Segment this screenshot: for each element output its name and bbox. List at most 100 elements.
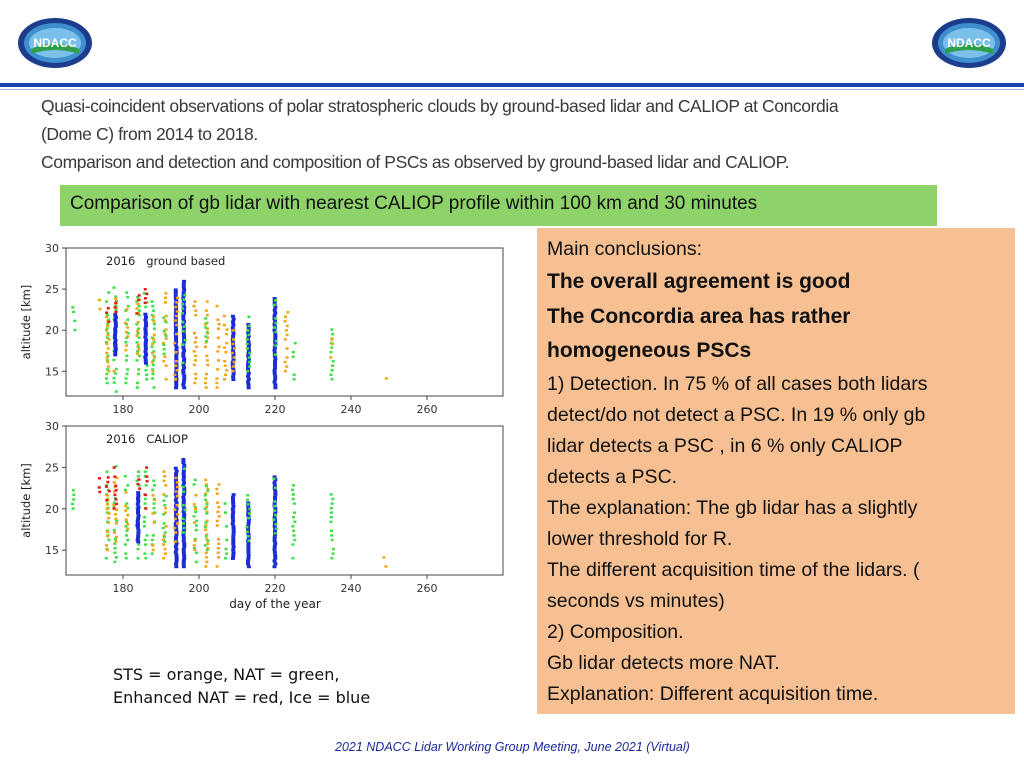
data-point-nat bbox=[247, 324, 251, 328]
data-point-ice bbox=[135, 502, 140, 506]
data-point-nat bbox=[152, 341, 156, 344]
data-point-nat bbox=[106, 368, 110, 371]
data-point-sts bbox=[217, 322, 221, 326]
data-point-ice bbox=[182, 544, 187, 548]
data-point-nat bbox=[274, 330, 278, 334]
data-point-ice bbox=[231, 533, 236, 537]
data-point-nat bbox=[204, 521, 208, 524]
data-point-sts bbox=[215, 565, 219, 568]
data-point-sts bbox=[164, 506, 168, 510]
data-point-ice bbox=[230, 516, 235, 520]
data-point-nat bbox=[135, 479, 139, 483]
header-rule-thin bbox=[0, 89, 1024, 90]
data-point-nat bbox=[330, 378, 334, 381]
data-point-ice bbox=[135, 525, 140, 529]
data-point-ice bbox=[173, 510, 178, 514]
data-point-sts bbox=[163, 547, 167, 551]
data-point-sts bbox=[205, 354, 209, 358]
data-point-nat bbox=[125, 534, 129, 537]
data-point-ice bbox=[136, 505, 141, 509]
data-point-nat bbox=[292, 484, 296, 487]
data-point-nat bbox=[143, 497, 147, 501]
data-point-ice bbox=[230, 326, 235, 330]
data-point-nat bbox=[143, 502, 147, 505]
data-point-enhanced-nat bbox=[135, 312, 139, 315]
data-point-sts bbox=[205, 560, 209, 564]
data-point-ice bbox=[272, 547, 277, 551]
data-point-nat bbox=[331, 359, 335, 363]
data-point-ice bbox=[246, 383, 251, 387]
data-point-ice bbox=[182, 374, 187, 378]
data-point-sts bbox=[173, 526, 177, 530]
data-point-sts bbox=[215, 487, 219, 491]
data-point-sts bbox=[115, 508, 119, 512]
data-point-nat bbox=[135, 300, 139, 303]
data-point-nat bbox=[194, 524, 198, 527]
y-tick-label: 15 bbox=[45, 544, 59, 557]
data-point-sts bbox=[205, 537, 209, 541]
data-point-sts bbox=[162, 556, 166, 560]
data-point-sts bbox=[164, 525, 168, 528]
data-point-ice bbox=[136, 514, 141, 518]
data-point-sts bbox=[192, 503, 196, 506]
data-point-ice bbox=[113, 341, 118, 345]
data-point-nat bbox=[126, 295, 130, 299]
data-point-nat bbox=[205, 512, 209, 515]
data-point-ice bbox=[272, 297, 277, 301]
data-point-nat bbox=[272, 518, 276, 521]
data-point-ice bbox=[246, 377, 251, 381]
data-point-ice bbox=[181, 539, 186, 543]
data-point-ice bbox=[272, 328, 277, 332]
data-point-sts bbox=[192, 350, 196, 353]
data-point-nat bbox=[113, 537, 117, 541]
data-point-sts bbox=[106, 535, 110, 538]
data-point-ice bbox=[246, 562, 251, 566]
data-point-nat bbox=[223, 502, 227, 505]
data-point-sts bbox=[194, 507, 198, 511]
data-point-sts bbox=[173, 373, 177, 377]
data-point-ice bbox=[181, 484, 186, 488]
y-tick-label: 15 bbox=[45, 365, 59, 378]
data-point-ice bbox=[136, 528, 141, 532]
data-point-sts bbox=[106, 521, 110, 524]
svg-text:NDACC: NDACC bbox=[33, 36, 77, 50]
data-point-sts bbox=[112, 369, 116, 373]
data-point-ice bbox=[136, 540, 141, 544]
data-point-nat bbox=[192, 515, 196, 518]
data-point-nat bbox=[152, 350, 156, 353]
data-point-sts bbox=[384, 565, 388, 568]
data-point-ice bbox=[273, 320, 278, 324]
data-point-ice bbox=[143, 347, 148, 351]
data-point-ice bbox=[246, 371, 251, 375]
data-point-ice bbox=[231, 539, 236, 543]
data-point-ice bbox=[245, 559, 250, 563]
data-point-ice bbox=[230, 513, 235, 517]
data-point-nat bbox=[151, 377, 155, 380]
data-point-sts bbox=[175, 296, 179, 300]
data-point-ice bbox=[272, 369, 277, 373]
data-point-ice bbox=[272, 550, 277, 554]
footer-text: 2021 NDACC Lidar Working Group Meeting, … bbox=[335, 740, 690, 754]
data-point-sts bbox=[223, 346, 227, 349]
data-point-nat bbox=[292, 534, 296, 537]
data-point-nat bbox=[125, 372, 129, 376]
data-point-nat bbox=[72, 493, 76, 497]
data-point-ice bbox=[182, 340, 187, 344]
data-point-sts bbox=[204, 565, 208, 568]
data-point-sts bbox=[285, 356, 289, 359]
data-point-ice bbox=[144, 338, 149, 342]
data-point-ice bbox=[143, 321, 148, 325]
data-point-nat bbox=[194, 560, 198, 564]
data-point-ice bbox=[230, 320, 235, 324]
data-point-sts bbox=[192, 544, 196, 547]
data-point-ice bbox=[231, 519, 236, 523]
data-point-nat bbox=[203, 525, 207, 529]
data-point-ice bbox=[273, 311, 278, 315]
data-point-sts bbox=[114, 517, 118, 521]
data-point-sts bbox=[107, 338, 111, 341]
data-point-nat bbox=[292, 515, 296, 519]
data-point-sts bbox=[175, 522, 179, 525]
data-point-sts bbox=[231, 329, 235, 332]
header-rule bbox=[0, 83, 1024, 87]
data-point-nat bbox=[136, 556, 140, 560]
